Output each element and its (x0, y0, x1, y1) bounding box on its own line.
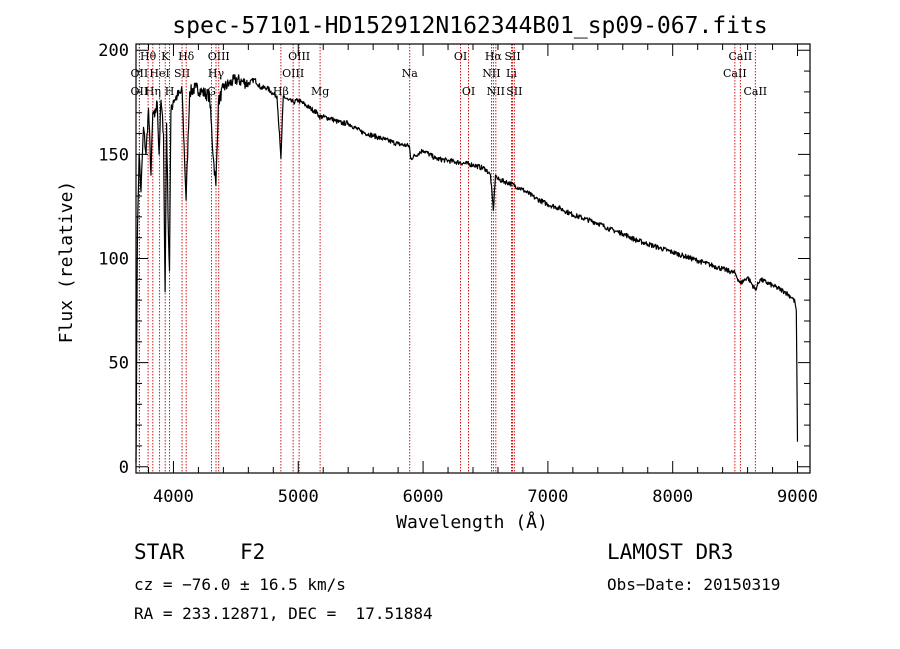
spectral-line-label: NII (487, 85, 505, 98)
redshift-velocity: cz = −76.0 ± 16.5 km/s (134, 575, 346, 594)
plot-frame (135, 43, 811, 474)
y-axis-label: Flux (relative) (56, 181, 77, 344)
spectral-line-label: SII (506, 85, 522, 98)
x-tick-label: 4000 (153, 487, 194, 507)
spectral-line-label: G (207, 85, 216, 98)
spectral-line-label: OIII (288, 50, 310, 63)
spectrum-line (135, 74, 799, 463)
x-tick-label: 7000 (527, 487, 568, 507)
y-tick-label: 0 (119, 458, 129, 478)
spectral-line-label: Mg (311, 85, 329, 98)
spectral-line-label: Hβ (273, 85, 289, 98)
spectral-line-label: OII (131, 67, 149, 80)
spectral-line-label: Hδ (178, 50, 195, 63)
spectral-line-label: H (165, 85, 175, 98)
y-tick-label: 200 (98, 41, 129, 61)
spectral-line-label: K (161, 50, 170, 63)
spectral-line-label: OI (462, 85, 475, 98)
spectral-line-label: CaII (729, 50, 753, 63)
spectral-line-label: Hα (485, 50, 503, 63)
spectral-line-label: OIII (208, 50, 230, 63)
spectral-line-label: CaII (723, 67, 747, 80)
spectral-line-label: Li (506, 67, 517, 80)
spectral-line-label: Na (402, 67, 419, 80)
spectral-line-label: SII (504, 50, 520, 63)
chart-title: spec-57101-HD152912N162344B01_sp09-067.f… (172, 13, 767, 39)
x-axis-label: Wavelength (Å) (396, 511, 548, 533)
spectral-line-label: HeI (149, 67, 169, 80)
x-tick-label: 9000 (777, 487, 818, 507)
spectral-line-label: OI (454, 50, 467, 63)
spectral-line-label: SII (174, 67, 190, 80)
spectral-line-label: Hη (145, 85, 161, 98)
y-tick-label: 50 (109, 354, 129, 374)
survey-name: LAMOST DR3 (607, 540, 734, 564)
axis-tick-labels: 4000 5000 6000 7000 8000 9000 0 50 100 150 200 (98, 41, 818, 507)
spectral-line-label: OIII (282, 67, 304, 80)
spectral-line-markers (138, 44, 756, 473)
axis-ticks (136, 44, 810, 473)
spectral-line-label: CaII (743, 85, 767, 98)
coordinates: RA = 233.12871, DEC = 17.51884 (134, 604, 433, 623)
x-tick-label: 6000 (403, 487, 444, 507)
object-type: STAR (134, 540, 185, 564)
y-tick-label: 100 (98, 250, 129, 270)
y-tick-label: 150 (98, 145, 129, 165)
spectral-line-label: Hθ (140, 50, 157, 63)
observation-date: Obs−Date: 20150319 (607, 575, 781, 594)
x-tick-label: 5000 (278, 487, 319, 507)
spectral-line-label: NII (482, 67, 500, 80)
spectral-subclass: F2 (240, 540, 266, 564)
spectral-line-label: Hγ (208, 67, 225, 80)
x-tick-label: 8000 (652, 487, 693, 507)
